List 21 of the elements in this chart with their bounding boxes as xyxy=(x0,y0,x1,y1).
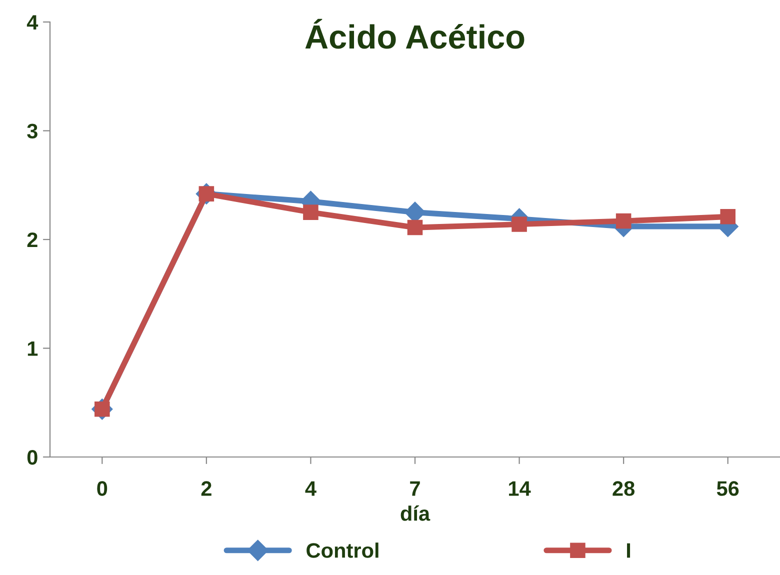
x-tick-label: 56 xyxy=(716,481,739,496)
point xyxy=(616,213,632,229)
point xyxy=(512,216,527,232)
y-tick-label: 3 xyxy=(27,124,38,139)
point xyxy=(407,220,423,236)
x-axis-title: día xyxy=(400,505,430,521)
point xyxy=(303,204,318,220)
legend-label: I xyxy=(627,543,630,558)
legend-label: Control xyxy=(306,542,378,558)
x-tick-label: 4 xyxy=(305,481,316,496)
x-tick-label: 2 xyxy=(201,481,212,496)
x-tick-label: 0 xyxy=(97,481,108,496)
y-tick-label: 0 xyxy=(27,450,38,465)
x-tick-label: 14 xyxy=(509,481,531,496)
chart-title: Ácido Acético xyxy=(305,18,524,49)
y-tick-label: 1 xyxy=(28,341,38,356)
x-tick-label: 7 xyxy=(410,481,420,496)
x-tick-label: 28 xyxy=(612,481,635,496)
point xyxy=(720,209,736,224)
y-tick-label: 4 xyxy=(26,15,38,30)
y-tick-label: 2 xyxy=(27,232,38,248)
